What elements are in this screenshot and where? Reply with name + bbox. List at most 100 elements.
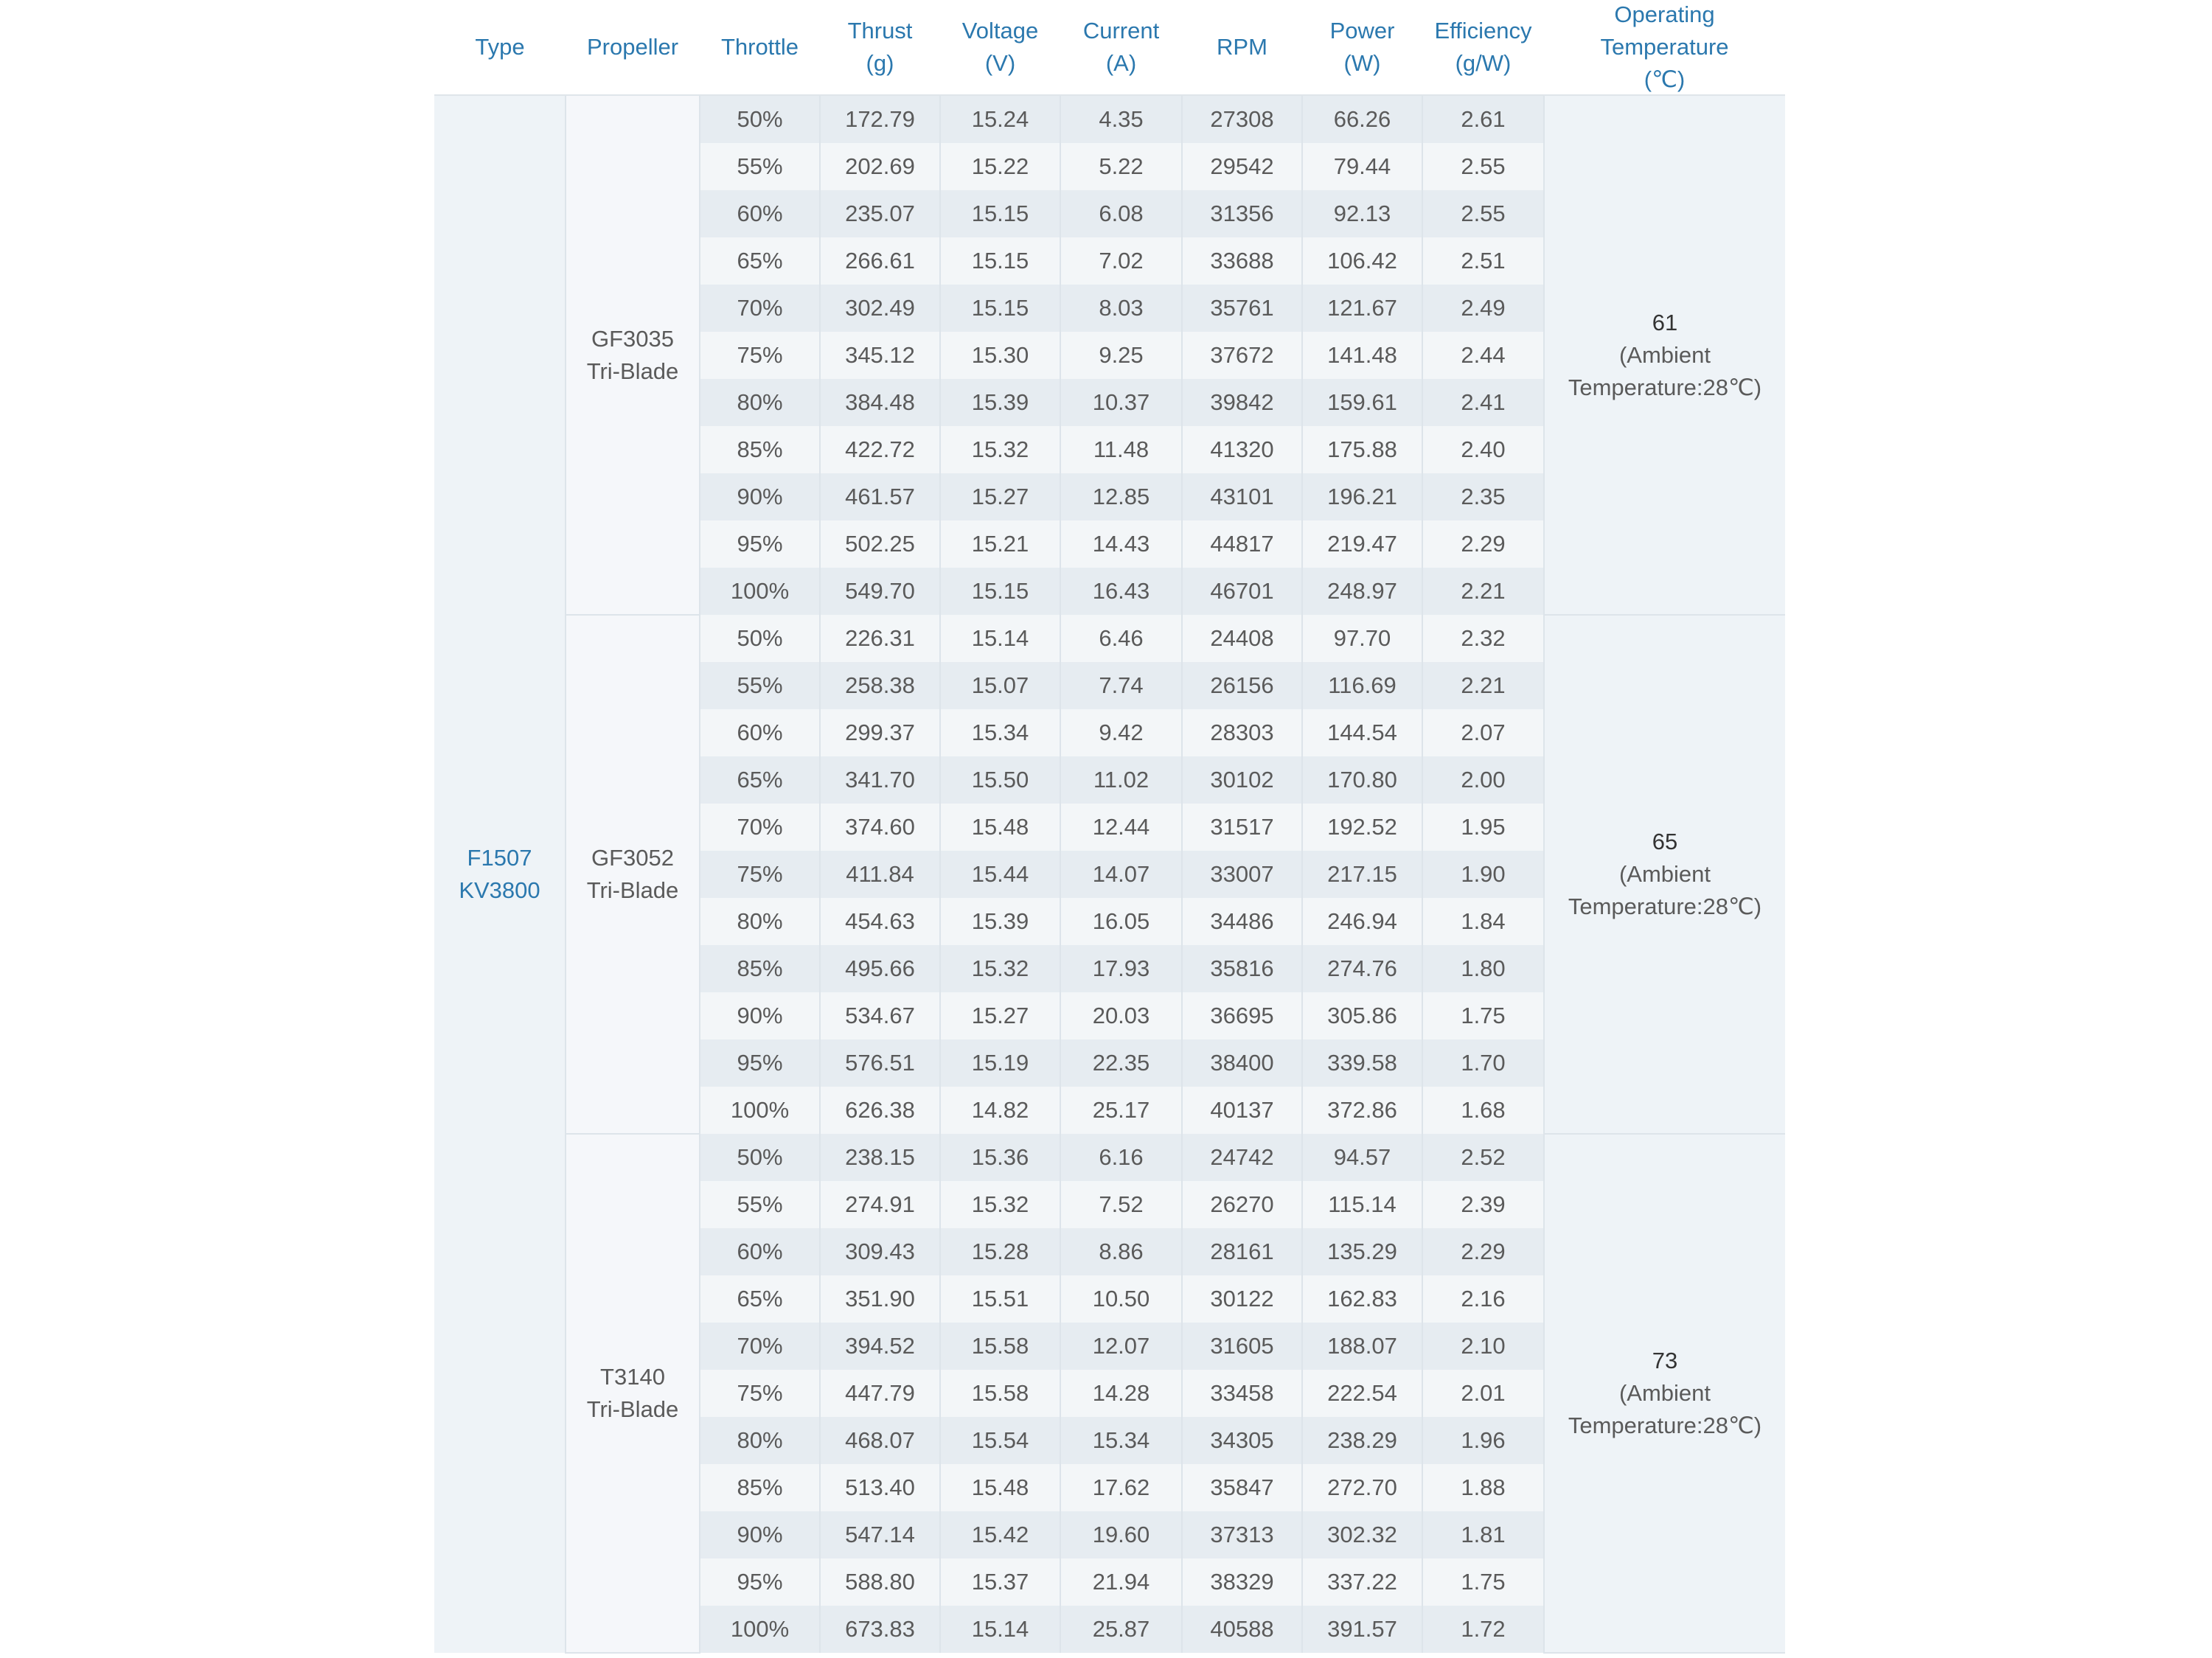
data-cell: 115.14 — [1302, 1181, 1423, 1228]
text-line: Temperature — [1600, 34, 1729, 60]
data-cell: 2.55 — [1422, 190, 1545, 237]
data-cell: 37313 — [1182, 1511, 1303, 1558]
data-row: T3140 Tri-Blade 50% 238.15 15.36 6.16 24742 94.… — [434, 1134, 1785, 1654]
data-cell: 55% — [700, 143, 821, 190]
data-cell: 1.75 — [1422, 992, 1545, 1039]
propeller-cell: T3140 Tri-Blade — [566, 1134, 700, 1654]
data-row: 100% 549.70 15.15 16.43 46701 248.97 2.21 — [434, 568, 1785, 615]
data-cell: 66.26 — [1302, 95, 1423, 143]
data-cell: 202.69 — [820, 143, 941, 190]
data-row: 95% 502.25 15.21 14.43 44817 219.47 2.29 — [434, 520, 1785, 568]
text-line: KV3800 — [459, 877, 540, 903]
data-cell: 15.28 — [940, 1228, 1061, 1275]
data-cell: 2.07 — [1422, 709, 1545, 756]
data-cell: 305.86 — [1302, 992, 1423, 1039]
text-line: (W) — [1343, 50, 1381, 76]
data-cell: 95% — [700, 1039, 821, 1087]
data-row: 100% 673.83 15.14 25.87 40588 391.57 1.72 — [434, 1606, 1785, 1653]
data-cell: 12.07 — [1060, 1323, 1183, 1370]
data-cell: 85% — [700, 426, 821, 473]
text-line: Power — [1329, 18, 1395, 43]
data-cell: 75% — [700, 332, 821, 379]
text-line: Propeller — [586, 34, 679, 60]
data-cell: 238.29 — [1302, 1417, 1423, 1464]
data-cell: 31605 — [1182, 1323, 1303, 1370]
column-header: RPM — [1182, 0, 1302, 96]
text-line: (A) — [1105, 50, 1137, 76]
data-cell: 55% — [700, 662, 821, 709]
data-cell: 1.88 — [1422, 1464, 1545, 1511]
data-cell: 97.70 — [1302, 615, 1423, 662]
data-cell: 15.37 — [940, 1558, 1061, 1606]
data-cell: 80% — [700, 379, 821, 426]
data-cell: 40137 — [1182, 1087, 1303, 1134]
data-cell: 6.16 — [1060, 1134, 1183, 1181]
data-cell: 495.66 — [820, 945, 941, 992]
data-cell: 5.22 — [1060, 143, 1183, 190]
data-cell: 337.22 — [1302, 1558, 1423, 1606]
data-cell: 38400 — [1182, 1039, 1303, 1087]
data-cell: 226.31 — [820, 615, 941, 662]
data-cell: 94.57 — [1302, 1134, 1423, 1181]
column-header: Efficiency (g/W) — [1422, 0, 1544, 96]
data-cell: 15.24 — [940, 95, 1061, 143]
data-cell: 351.90 — [820, 1275, 941, 1323]
data-cell: 28161 — [1182, 1228, 1303, 1275]
data-cell: 15.48 — [940, 804, 1061, 851]
data-cell: 144.54 — [1302, 709, 1423, 756]
text-line: Operating — [1614, 1, 1715, 27]
data-cell: 14.28 — [1060, 1370, 1183, 1417]
data-cell: 31517 — [1182, 804, 1303, 851]
data-cell: 15.48 — [940, 1464, 1061, 1511]
data-cell: 55% — [700, 1181, 821, 1228]
data-cell: 50% — [700, 95, 821, 143]
data-row: 55% 258.38 15.07 7.74 26156 116.69 2.21 — [434, 662, 1785, 709]
data-cell: 15.19 — [940, 1039, 1061, 1087]
data-cell: 175.88 — [1302, 426, 1423, 473]
propeller-cell: GF3052 Tri-Blade — [566, 615, 700, 1135]
data-cell: 37672 — [1182, 332, 1303, 379]
data-cell: 15.15 — [940, 285, 1061, 332]
data-cell: 235.07 — [820, 190, 941, 237]
header-content: Voltage (V) — [940, 0, 1060, 94]
data-cell: 8.86 — [1060, 1228, 1183, 1275]
data-cell: 41320 — [1182, 426, 1303, 473]
data-cell: 31356 — [1182, 190, 1303, 237]
data-row: 90% 461.57 15.27 12.85 43101 196.21 2.35 — [434, 473, 1785, 520]
data-cell: 22.35 — [1060, 1039, 1183, 1087]
data-row: GF3052 Tri-Blade 50% 226.31 15.14 6.46 24408 97… — [434, 615, 1785, 1135]
data-cell: 391.57 — [1302, 1606, 1423, 1653]
data-row: 65% 351.90 15.51 10.50 30122 162.83 2.16 — [434, 1275, 1785, 1323]
data-cell: 30102 — [1182, 756, 1303, 804]
table-container: Type Propeller Throttle Thrust (g) Voltage (V)… — [434, 0, 1785, 1658]
data-row: 85% 513.40 15.48 17.62 35847 272.70 1.88 — [434, 1464, 1785, 1511]
data-cell: 36695 — [1182, 992, 1303, 1039]
data-cell: 172.79 — [820, 95, 941, 143]
data-cell: 92.13 — [1302, 190, 1423, 237]
data-cell: 547.14 — [820, 1511, 941, 1558]
data-cell: 11.48 — [1060, 426, 1183, 473]
data-cell: 20.03 — [1060, 992, 1183, 1039]
data-cell: 33458 — [1182, 1370, 1303, 1417]
text-line: Type — [475, 34, 525, 60]
text-line: Tri-Blade — [586, 358, 679, 384]
data-cell: 65% — [700, 756, 821, 804]
data-cell: 9.25 — [1060, 332, 1183, 379]
text-line: Temperature:28℃) — [1568, 374, 1762, 400]
text-line: Thrust — [847, 18, 913, 43]
data-cell: 60% — [700, 1228, 821, 1275]
data-row: 55% 274.91 15.32 7.52 26270 115.14 2.39 — [434, 1181, 1785, 1228]
header-content: Propeller — [566, 0, 700, 94]
data-row: 95% 576.51 15.19 22.35 38400 339.58 1.70 — [434, 1039, 1785, 1087]
data-cell: 38329 — [1182, 1558, 1303, 1606]
data-cell: 65% — [700, 237, 821, 285]
data-cell: 1.80 — [1422, 945, 1545, 992]
data-cell: 2.35 — [1422, 473, 1545, 520]
data-cell: 35816 — [1182, 945, 1303, 992]
data-cell: 17.93 — [1060, 945, 1183, 992]
data-row: 75% 411.84 15.44 14.07 33007 217.15 1.90 — [434, 851, 1785, 898]
data-cell: 2.51 — [1422, 237, 1545, 285]
data-cell: 238.15 — [820, 1134, 941, 1181]
type-cell: F1507 KV3800 — [434, 95, 566, 1653]
data-cell: 15.39 — [940, 898, 1061, 945]
